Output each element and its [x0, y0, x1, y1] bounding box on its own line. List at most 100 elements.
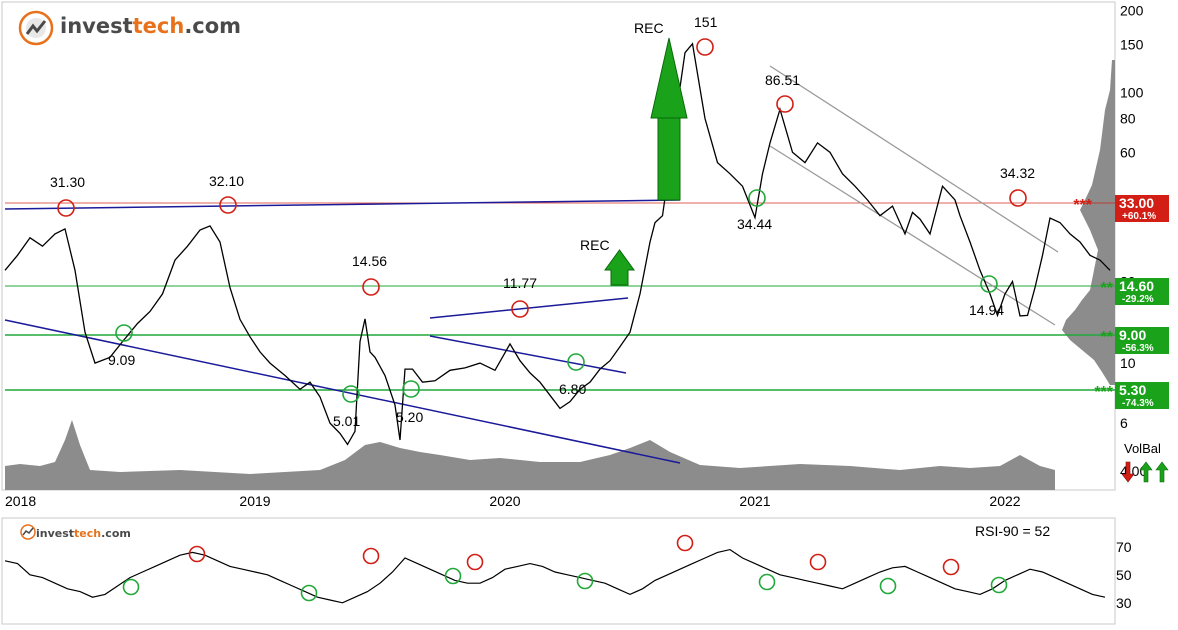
logo-text-2: tech	[133, 14, 185, 38]
level-badge-33: *** 33.00 +60.1%	[1073, 195, 1169, 222]
y-tick-label: 100	[1120, 84, 1144, 100]
rsi-tick-label: 30	[1116, 595, 1132, 611]
level-stars: ***	[1073, 197, 1092, 214]
level-change: -74.3%	[1122, 398, 1154, 409]
logo-text-3: .com	[184, 14, 241, 38]
level-change: -56.3%	[1122, 343, 1154, 354]
level-value: 14.60	[1119, 278, 1154, 294]
svg-text:investtech.com: investtech.com	[36, 527, 131, 540]
rec-signal-arrow-small	[604, 249, 635, 286]
level-badge-5-30: *** 5.30 -74.3%	[1094, 382, 1169, 409]
rsi-line	[4, 548, 1106, 604]
peak-label: 31.30	[50, 174, 85, 190]
rsi-tick-label: 70	[1116, 539, 1132, 555]
x-tick-label: 2020	[489, 493, 520, 509]
volbal-label: VolBal	[1124, 441, 1161, 456]
peak-marker	[57, 199, 75, 217]
level-stars: **	[1101, 280, 1114, 297]
rec-signal-arrow-large	[650, 37, 688, 201]
level-value: 5.30	[1119, 382, 1146, 398]
peak-label: 86.51	[765, 72, 800, 88]
rsi-trough-marker	[576, 572, 594, 590]
trough-marker	[748, 189, 766, 207]
level-value: 9.00	[1119, 327, 1146, 343]
investtech-logo-small: investtech.com	[20, 524, 131, 540]
trendline-rect-bottom	[429, 335, 627, 374]
peak-marker	[219, 196, 237, 214]
rsi-label: RSI-90 = 52	[975, 523, 1050, 539]
level-badge-9: ** 9.00 -56.3%	[1101, 327, 1169, 354]
peak-label: 151	[694, 14, 718, 30]
volbal-arrow-up-icon	[1155, 461, 1169, 483]
trough-marker	[342, 385, 360, 403]
investtech-logo-small-icon	[20, 524, 36, 540]
peak-marker	[1009, 189, 1027, 207]
x-tick-label: 2022	[989, 493, 1020, 509]
rsi-trough-marker	[444, 567, 462, 585]
channel-top	[769, 65, 1059, 253]
trough-label: 5.20	[396, 409, 423, 425]
level-value: 33.00	[1119, 195, 1154, 211]
level-badge-14-60: ** 14.60 -29.2%	[1101, 278, 1169, 305]
rsi-peak-marker	[362, 547, 380, 565]
trough-marker	[402, 380, 420, 398]
value-labels: 31.30 32.10 14.56 11.77 151 86.51 34.32 …	[50, 14, 1035, 429]
volbal-arrow-down-icon	[1121, 461, 1135, 483]
rsi-peak-markers	[188, 534, 960, 576]
rec-signal-label-large: REC	[634, 20, 664, 36]
volbal-arrow-up-icon	[1139, 461, 1153, 483]
peak-label: 14.56	[352, 253, 387, 269]
peak-marker	[696, 38, 714, 56]
trendline-top	[4, 199, 681, 210]
level-stars: **	[1101, 329, 1114, 346]
rsi-peak-marker	[942, 558, 960, 576]
volume-profile	[1062, 60, 1115, 385]
rsi-panel-frame	[1, 517, 1116, 625]
investtech-logo-icon	[18, 10, 54, 46]
y-tick-label: 60	[1120, 144, 1136, 160]
trough-marker	[115, 324, 133, 342]
level-change: -29.2%	[1122, 294, 1154, 305]
logo-text-1: invest	[60, 14, 133, 38]
y-tick-label: 150	[1120, 37, 1144, 53]
svg-text:investtech.com: investtech.com	[60, 14, 241, 38]
rsi-trough-marker	[879, 577, 897, 595]
logo-small-text-2: tech	[74, 527, 101, 540]
logo-small-text-1: invest	[36, 527, 74, 540]
trendline-rect-top	[429, 297, 629, 319]
level-stars: ***	[1094, 384, 1113, 401]
investtech-logo: investtech.com	[18, 10, 241, 46]
x-tick-label: 2019	[239, 493, 270, 509]
rsi-tick-label: 50	[1116, 567, 1132, 583]
trough-marker	[567, 353, 585, 371]
price-line	[4, 42, 1111, 446]
y-tick-label: 200	[1120, 3, 1144, 19]
y-tick-label: 10	[1120, 355, 1136, 371]
volume-area	[5, 420, 1055, 490]
trough-markers	[115, 189, 998, 403]
y-tick-label: 6	[1120, 415, 1128, 431]
main-panel-frame	[1, 1, 1116, 491]
trough-label: 6.80	[559, 381, 586, 397]
trough-label: 14.94	[969, 302, 1004, 318]
peak-marker	[776, 95, 794, 113]
trough-label: 9.09	[108, 352, 135, 368]
trough-marker	[980, 275, 998, 293]
rsi-peak-marker	[466, 553, 484, 571]
rsi-trough-marker	[300, 584, 318, 602]
rsi-trough-marker	[122, 578, 140, 596]
peak-label: 32.10	[209, 173, 244, 189]
peak-label: 11.77	[503, 275, 537, 291]
rsi-trough-marker	[990, 576, 1008, 594]
rsi-trough-markers	[122, 567, 1008, 602]
peak-marker	[511, 300, 529, 318]
rsi-peak-marker	[809, 553, 827, 571]
trough-label: 5.01	[333, 413, 360, 429]
x-tick-label: 2018	[5, 493, 36, 509]
rsi-trough-marker	[758, 573, 776, 591]
channel-bottom	[769, 145, 1056, 326]
logo-small-text-3: .com	[101, 527, 131, 540]
trough-label: 34.44	[737, 216, 772, 232]
y-tick-label: 80	[1120, 111, 1136, 127]
